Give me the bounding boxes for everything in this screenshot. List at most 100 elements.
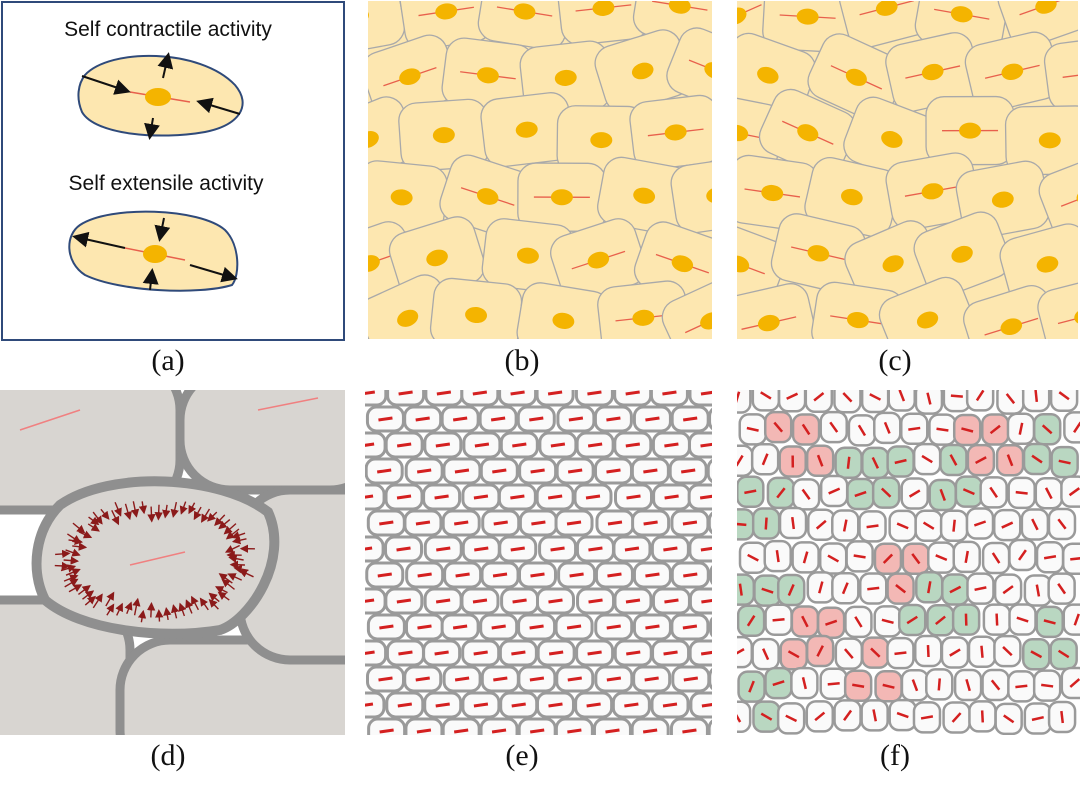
polarity <box>815 519 827 530</box>
force-arrow <box>78 584 91 595</box>
polarity <box>626 650 641 656</box>
polarity <box>645 572 660 578</box>
nucleus <box>554 69 577 86</box>
cell <box>925 95 1015 166</box>
polarity <box>682 416 698 422</box>
polarity <box>365 494 374 499</box>
polarity <box>1044 487 1053 500</box>
polarity <box>935 554 948 562</box>
nucleus <box>916 311 939 329</box>
polarity <box>980 710 985 723</box>
polarity <box>585 494 601 500</box>
cell <box>365 535 385 563</box>
force-arrow <box>124 601 133 615</box>
polarity <box>511 650 526 656</box>
nucleus <box>432 127 455 144</box>
nucleus <box>590 132 613 149</box>
force-arrow <box>106 603 115 616</box>
polarity <box>827 554 840 563</box>
polarity <box>493 520 508 526</box>
polarity <box>1035 584 1041 597</box>
cell <box>811 281 905 339</box>
polarity <box>491 624 506 630</box>
polarity <box>818 581 824 594</box>
panel-e <box>365 390 712 735</box>
polarity <box>911 679 919 692</box>
polarity <box>828 487 841 495</box>
polarity <box>936 427 949 432</box>
polarity <box>472 598 488 604</box>
caption: (b) <box>505 344 540 377</box>
polarity <box>606 416 621 422</box>
polarity <box>920 715 934 720</box>
nucleus <box>476 188 499 205</box>
nucleus <box>426 249 448 267</box>
polarity <box>435 702 450 708</box>
cell <box>708 667 712 691</box>
force-arrow <box>87 523 100 532</box>
polarity <box>662 702 678 708</box>
polarity <box>764 517 768 530</box>
polarity <box>737 391 741 404</box>
polarity <box>801 488 811 500</box>
polarity <box>1057 649 1070 659</box>
nucleus <box>476 67 499 84</box>
cell <box>480 92 574 168</box>
polarity <box>1031 454 1043 464</box>
force-arrow <box>193 506 202 521</box>
polarity <box>434 494 449 500</box>
polarity <box>490 416 506 422</box>
cell <box>398 98 490 172</box>
nucleus <box>632 309 655 326</box>
nucleus <box>368 7 369 25</box>
force-arrow <box>82 590 95 600</box>
polarity <box>894 651 907 656</box>
polarity <box>737 713 742 723</box>
nucleus <box>846 311 869 329</box>
panel-c <box>737 1 1078 339</box>
polarity <box>365 650 375 655</box>
nucleus <box>668 1 691 14</box>
polarity <box>529 624 544 630</box>
nucleus <box>845 68 867 86</box>
cell <box>175 390 345 495</box>
cell <box>758 88 857 177</box>
nucleus <box>737 7 747 25</box>
polarity <box>949 648 961 657</box>
polarity <box>908 489 921 498</box>
polarity <box>567 728 582 734</box>
cell <box>594 29 691 113</box>
polarity <box>700 390 712 396</box>
cell <box>365 639 388 667</box>
cell <box>885 32 981 112</box>
polarity <box>974 586 987 592</box>
cell <box>554 717 594 735</box>
polarity <box>927 581 932 594</box>
polarity <box>699 494 712 500</box>
cell <box>535 390 575 407</box>
nucleus <box>881 131 903 148</box>
polarity <box>816 454 824 467</box>
nucleus <box>465 306 488 324</box>
polarity <box>926 392 932 405</box>
polarity <box>365 546 373 551</box>
polarity <box>453 728 469 734</box>
nucleus <box>1000 318 1023 336</box>
polarity <box>846 456 851 469</box>
polarity <box>869 393 882 401</box>
caption: (f) <box>880 739 910 772</box>
polarity <box>1043 619 1056 625</box>
nucleus <box>397 309 419 327</box>
polarity <box>607 572 622 578</box>
polarity <box>473 494 489 500</box>
polarity <box>607 520 623 526</box>
caption: (e) <box>505 739 538 772</box>
polarity <box>682 624 698 630</box>
force-arrow <box>214 514 226 527</box>
nucleus <box>700 312 712 330</box>
nucleus <box>1038 132 1061 149</box>
polarity <box>379 624 394 630</box>
polarity <box>772 617 785 622</box>
polarity <box>701 598 712 604</box>
